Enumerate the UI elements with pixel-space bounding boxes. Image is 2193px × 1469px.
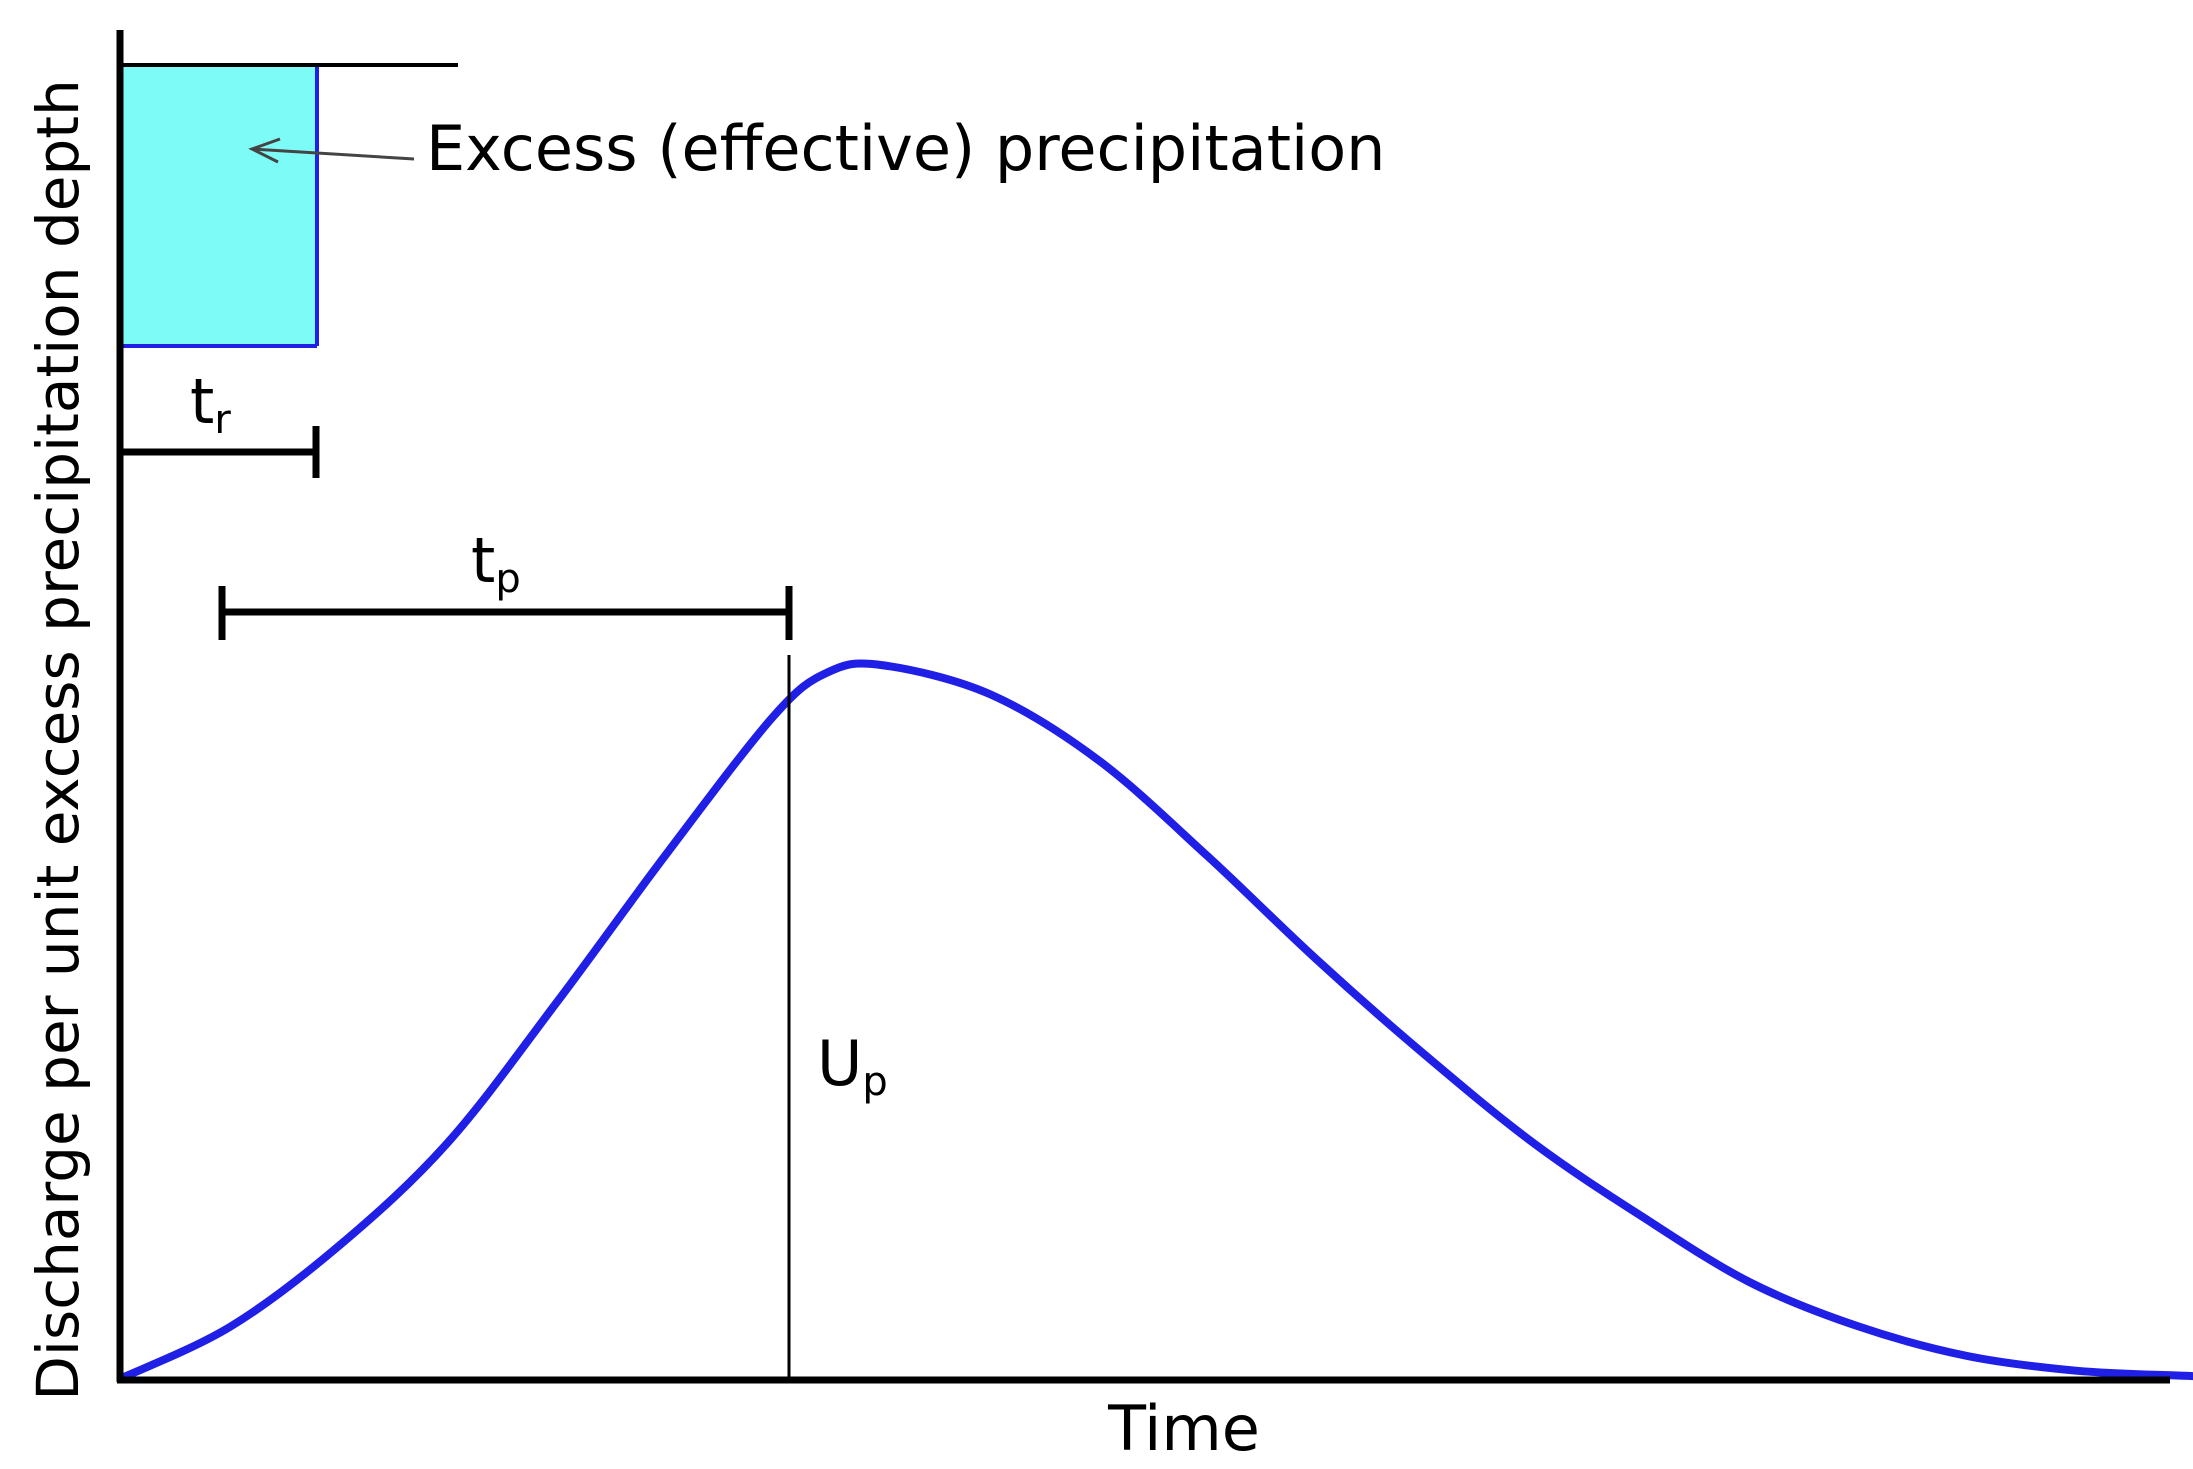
x-axis-label: Time [1107, 1392, 1260, 1465]
y-axis-label: Discharge per unit excess precipitation … [24, 79, 92, 1401]
tp-label: tp [471, 524, 521, 602]
tp-label-sub: p [495, 556, 520, 602]
precipitation-block [122, 66, 317, 346]
tr-label-main: t [190, 365, 214, 438]
up-label-main: U [817, 1027, 862, 1100]
up-label: Up [817, 1027, 888, 1105]
precipitation-label-arrow [251, 147, 415, 161]
arrowhead-icon [248, 137, 281, 164]
tr-label-sub: r [214, 397, 231, 443]
tr-label: tr [190, 365, 231, 443]
precipitation-label: Excess (effective) precipitation [426, 112, 1385, 185]
unit-hydrograph-curve [118, 659, 2193, 1382]
tp-label-main: t [471, 524, 495, 597]
up-label-sub: p [862, 1059, 887, 1105]
